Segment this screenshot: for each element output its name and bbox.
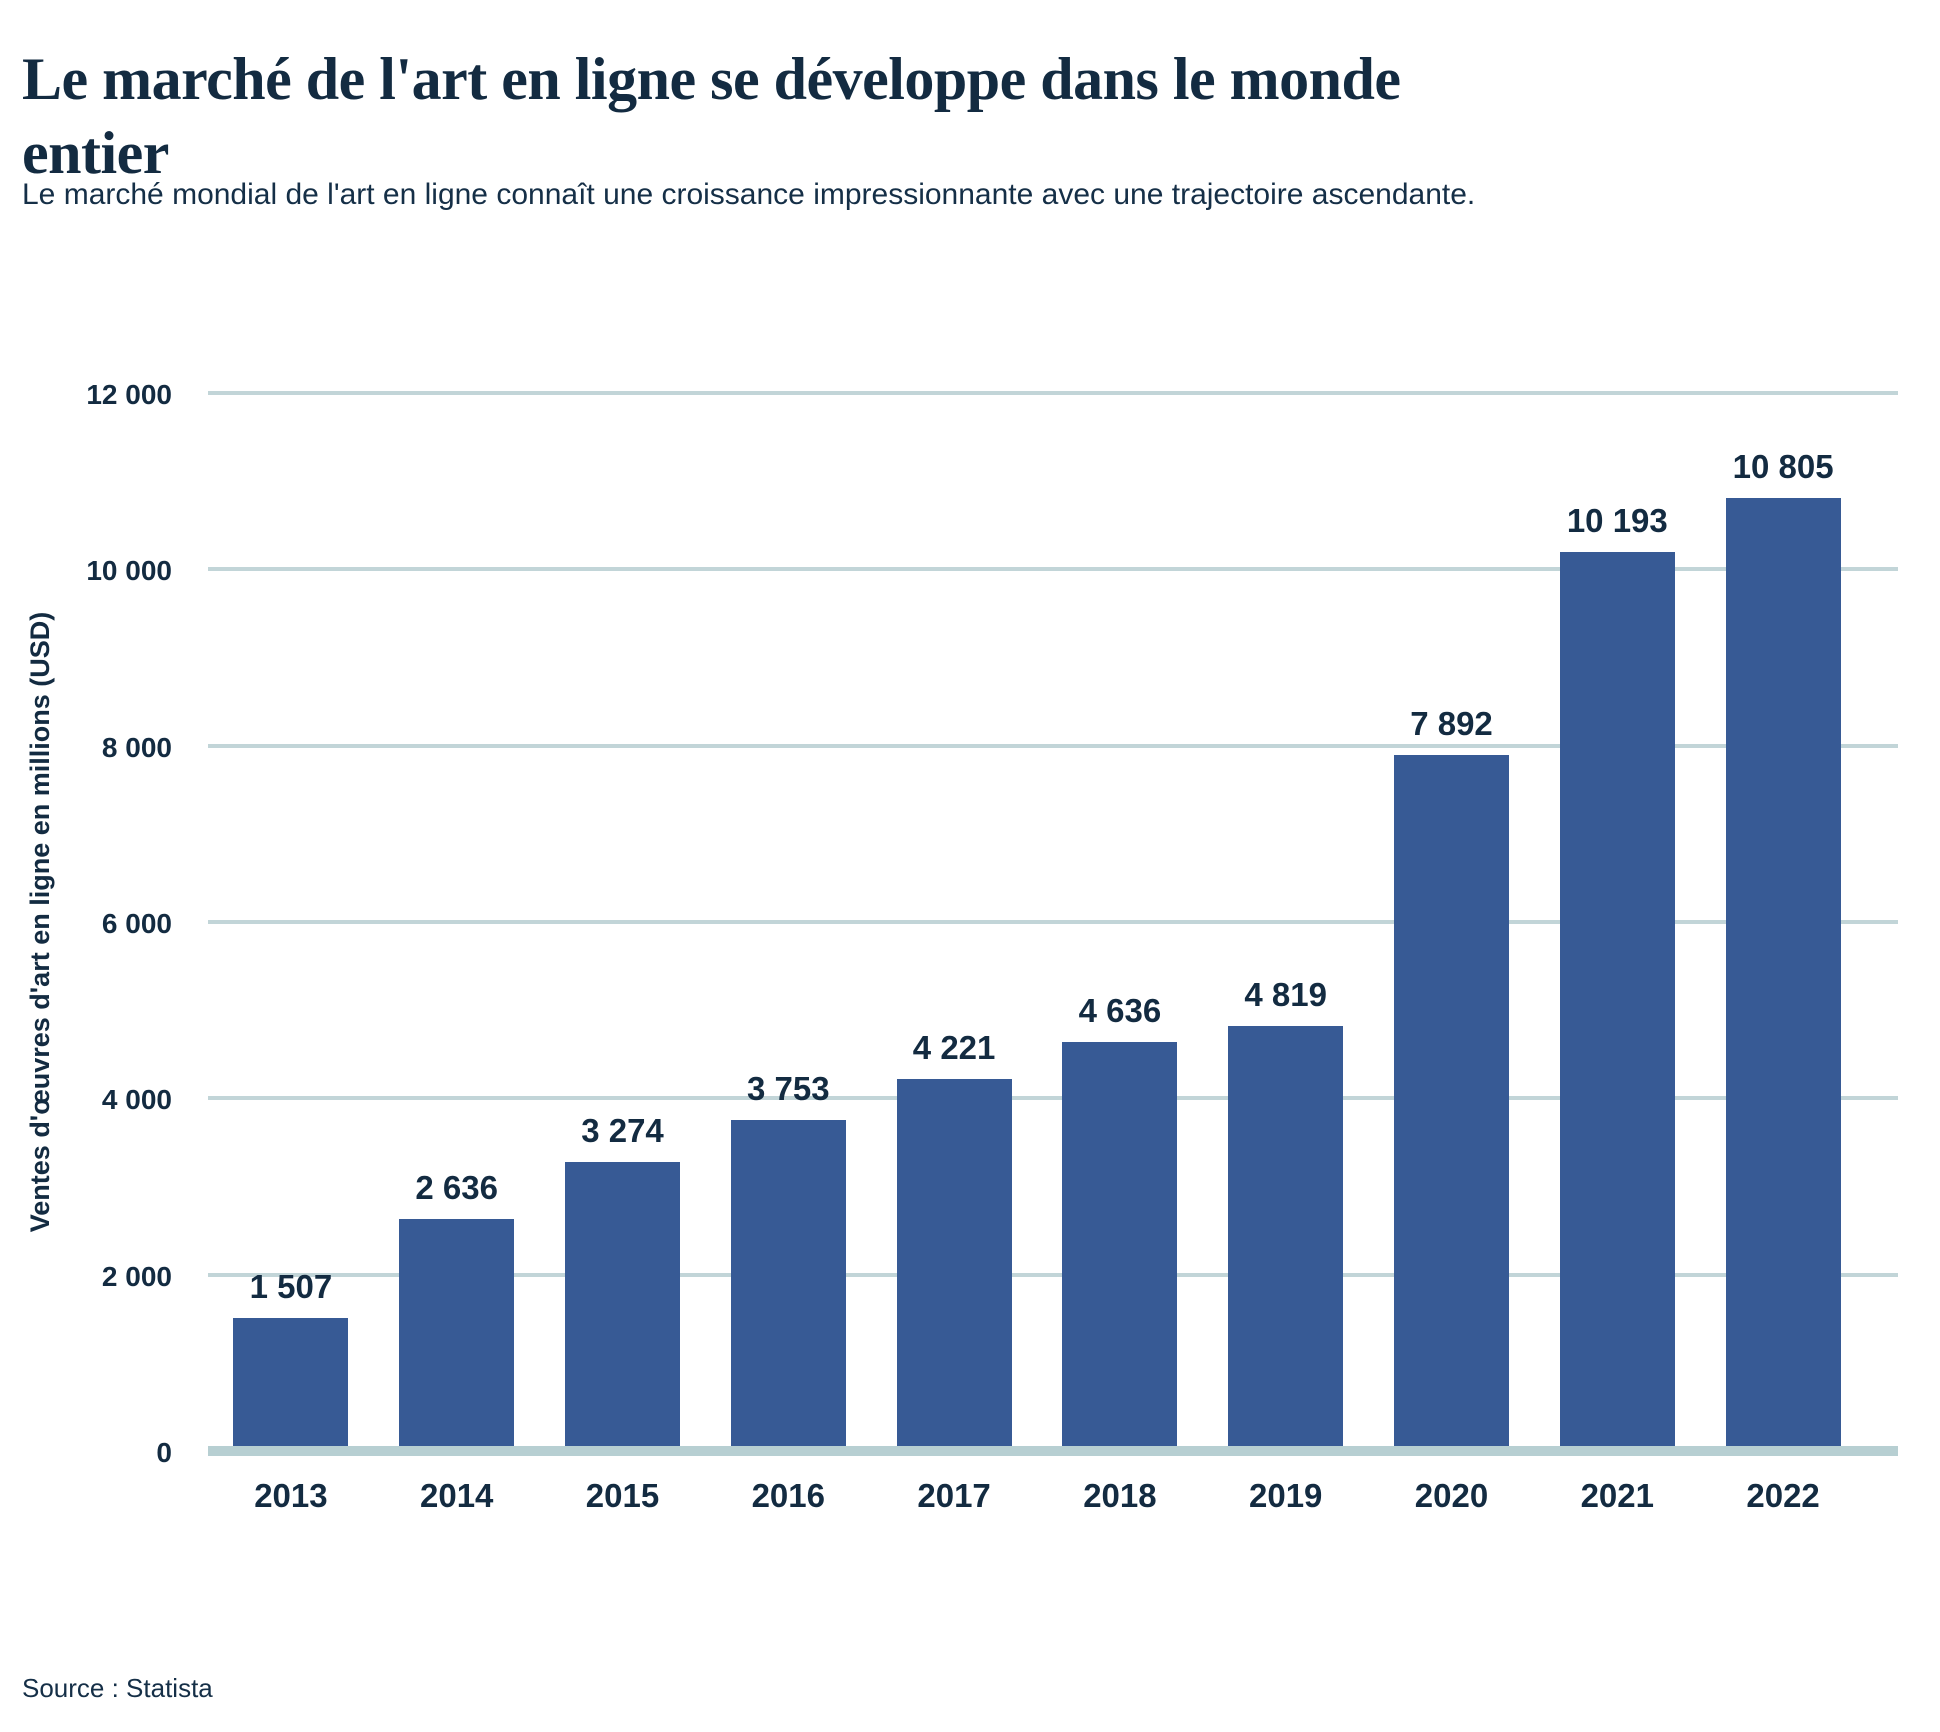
x-tick-label: 2014 bbox=[419, 1477, 494, 1514]
bar-value-label: 4 221 bbox=[912, 1028, 996, 1066]
x-tick-label: 2018 bbox=[1083, 1477, 1157, 1514]
bar-2019 bbox=[1228, 1026, 1344, 1446]
y-tick-label: 8 000 bbox=[101, 731, 172, 763]
bar-value-label: 4 819 bbox=[1244, 976, 1327, 1014]
bar-2015 bbox=[565, 1162, 680, 1446]
source-caption: Source : Statista bbox=[22, 1673, 213, 1703]
y-tick-label: 4 000 bbox=[101, 1084, 172, 1116]
x-tick-label: 2013 bbox=[254, 1477, 328, 1514]
bar-2021 bbox=[1559, 552, 1675, 1446]
bar-2022 bbox=[1725, 498, 1841, 1446]
bar-2017 bbox=[896, 1078, 1012, 1446]
bar-2013 bbox=[233, 1318, 349, 1446]
page-title-line2: entier bbox=[22, 120, 169, 187]
x-tick-label: 2016 bbox=[751, 1477, 825, 1514]
gridline-4000 bbox=[208, 1096, 1898, 1101]
x-tick-label: 2020 bbox=[1414, 1477, 1489, 1514]
bar-2020 bbox=[1394, 755, 1509, 1446]
x-tick-label: 2015 bbox=[585, 1477, 660, 1514]
page-title: Le marché de l'art en ligne se développe… bbox=[22, 42, 1722, 190]
bar-value-label: 3 753 bbox=[747, 1070, 830, 1108]
page-subtitle: Le marché mondial de l'art en ligne conn… bbox=[22, 178, 1476, 211]
y-tick-label: 2 000 bbox=[101, 1260, 172, 1292]
bar-2018 bbox=[1062, 1042, 1178, 1446]
bar-value-label: 10 193 bbox=[1566, 502, 1668, 540]
gridline-6000 bbox=[208, 920, 1898, 924]
x-axis-baseline bbox=[208, 1446, 1898, 1456]
bar-value-label: 2 636 bbox=[415, 1168, 498, 1206]
gridline-12000 bbox=[208, 391, 1898, 395]
y-tick-label: 0 bbox=[156, 1437, 172, 1468]
x-tick-label: 2022 bbox=[1746, 1477, 1820, 1514]
page-title-line1: Le marché de l'art en ligne se développe… bbox=[22, 46, 1401, 113]
bar-value-label: 3 274 bbox=[581, 1112, 664, 1150]
bar-value-label: 10 805 bbox=[1732, 448, 1834, 486]
x-tick-label: 2021 bbox=[1580, 1477, 1654, 1514]
y-tick-label: 12 000 bbox=[86, 379, 172, 410]
bar-value-label: 4 636 bbox=[1078, 992, 1162, 1030]
y-tick-label: 10 000 bbox=[86, 555, 172, 587]
y-tick-label: 6 000 bbox=[101, 908, 172, 939]
gridline-2000 bbox=[208, 1272, 1898, 1277]
gridline-8000 bbox=[208, 743, 1898, 748]
gridline-10000 bbox=[208, 567, 1898, 572]
bar-value-label: 7 892 bbox=[1410, 705, 1493, 743]
bar-2014 bbox=[399, 1218, 515, 1446]
bar-2016 bbox=[730, 1120, 846, 1446]
x-tick-label: 2019 bbox=[1248, 1477, 1323, 1514]
x-tick-label: 2017 bbox=[917, 1477, 991, 1514]
bar-value-label: 1 507 bbox=[249, 1268, 333, 1306]
